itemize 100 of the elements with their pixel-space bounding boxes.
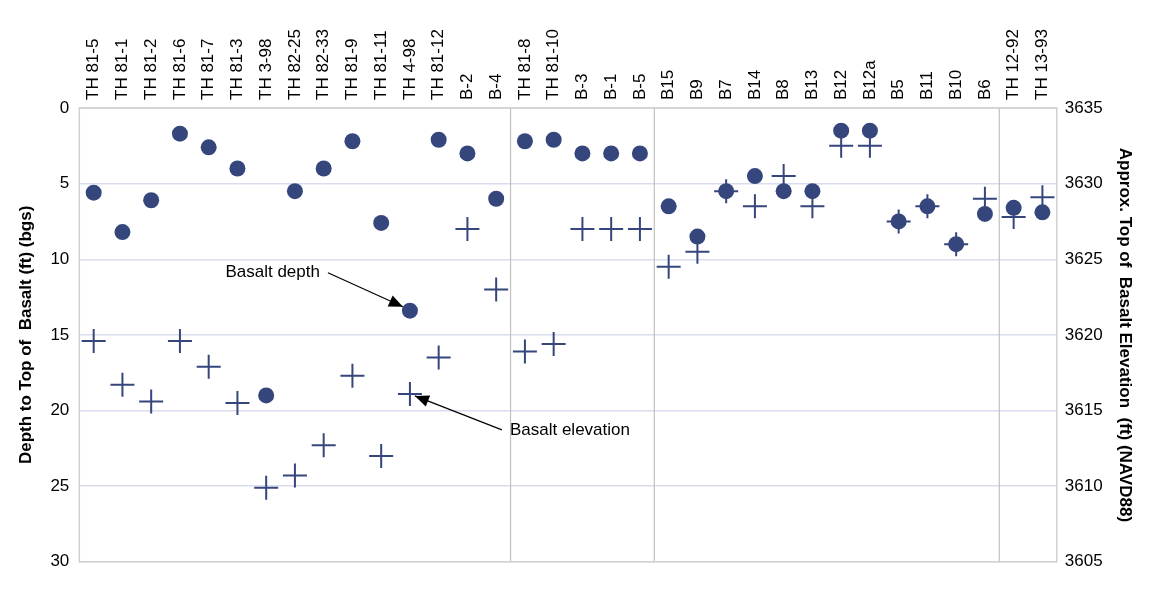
point: [81, 328, 106, 353]
point: [545, 131, 562, 148]
y2-tick-label: 3635: [1064, 97, 1103, 117]
x-tick-label: B13: [802, 69, 822, 100]
point: [1005, 199, 1022, 216]
x-tick-label: TH 81-12: [428, 29, 448, 100]
point: [570, 217, 595, 242]
point: [541, 331, 566, 356]
point: [254, 475, 279, 500]
point: [631, 145, 648, 162]
x-tick-label: TH 82-25: [284, 29, 304, 100]
point: [114, 224, 131, 241]
y2-tick-label: 3615: [1064, 400, 1103, 420]
y-tick-label: 10: [50, 248, 70, 268]
point: [311, 433, 336, 458]
x-tick-label: TH 81-8: [514, 38, 534, 100]
point: [574, 145, 591, 162]
point: [340, 363, 365, 388]
x-tick-label: TH 81-6: [169, 38, 189, 100]
annotation: Basalt depth: [225, 262, 320, 282]
x-tick-label: TH 3-98: [255, 38, 275, 100]
x-tick-label: TH 81-1: [112, 38, 132, 100]
y2-tick-label: 3610: [1064, 475, 1103, 495]
x-tick-label: TH 81-2: [140, 38, 160, 100]
y2-tick-label: 3605: [1064, 551, 1103, 571]
y-tick-label: 30: [50, 551, 70, 571]
point: [426, 345, 451, 370]
y-axis-title: Depth to Top of Basalt (ft) (bgs): [15, 205, 35, 465]
point: [282, 463, 307, 488]
y2-tick-label: 3620: [1064, 324, 1103, 344]
y2-tick-label: 3625: [1064, 248, 1103, 268]
x-tick-label: TH 81-11: [370, 30, 390, 100]
x-tick-label: TH 81-3: [227, 38, 247, 100]
x-tick-label: B15: [658, 69, 678, 100]
x-tick-label: B6: [974, 79, 994, 100]
x-tick-label: B7: [715, 79, 735, 100]
point: [742, 194, 767, 219]
point: [861, 122, 878, 139]
point: [110, 372, 135, 397]
x-tick-label: B-2: [457, 73, 477, 100]
point: [459, 145, 476, 162]
point: [225, 390, 250, 415]
x-tick-label: TH 13-93: [1032, 29, 1052, 100]
point: [455, 217, 480, 242]
point: [229, 160, 246, 177]
x-tick-label: B12a: [859, 59, 879, 100]
x-tick-label: TH 4-98: [399, 38, 419, 100]
point: [775, 183, 792, 200]
point: [484, 277, 509, 302]
y-tick-label: 20: [50, 400, 70, 420]
x-tick-label: B-1: [600, 73, 620, 100]
y-tick-label: 25: [50, 475, 70, 495]
y-tick-label: 5: [59, 173, 70, 193]
point: [167, 328, 192, 353]
x-tick-label: TH 81-7: [198, 38, 218, 100]
point: [171, 125, 188, 142]
x-tick-label: B-3: [572, 73, 592, 100]
point: [369, 443, 394, 468]
point: [286, 183, 303, 200]
x-tick-label: TH 81-10: [543, 29, 563, 100]
x-tick-label: B9: [687, 79, 707, 100]
x-tick-label: TH 82-33: [313, 29, 333, 100]
x-tick-label: B-4: [485, 73, 505, 100]
point: [397, 381, 422, 406]
point: [603, 145, 620, 162]
point: [488, 190, 505, 207]
point: [976, 205, 993, 222]
point: [516, 133, 533, 150]
point: [258, 387, 275, 404]
x-tick-label: B8: [773, 79, 793, 100]
x-tick-label: B12: [830, 69, 850, 100]
point: [85, 184, 102, 201]
x-tick-label: TH 12-92: [1003, 29, 1023, 100]
point: [196, 354, 221, 379]
point: [833, 122, 850, 139]
y-tick-label: 0: [59, 97, 70, 117]
point: [315, 160, 332, 177]
x-tick-label: TH 81-5: [83, 38, 103, 100]
point: [746, 168, 763, 185]
point: [344, 133, 361, 150]
point: [401, 302, 418, 319]
point: [689, 228, 706, 245]
point: [143, 192, 160, 209]
point: [512, 339, 537, 364]
point: [660, 198, 677, 215]
point: [430, 131, 447, 148]
y-tick-label: 15: [50, 324, 70, 344]
point: [373, 214, 390, 231]
x-tick-label: B10: [945, 69, 965, 100]
point: [656, 254, 681, 279]
x-tick-label: B5: [888, 79, 908, 100]
annotation: Basalt elevation: [509, 419, 630, 439]
point: [599, 217, 624, 242]
x-tick-label: B-5: [629, 73, 649, 100]
y2-tick-label: 3630: [1064, 173, 1103, 193]
point: [139, 389, 164, 414]
point: [200, 139, 217, 156]
point: [627, 217, 652, 242]
point: [804, 183, 821, 200]
x-tick-label: B11: [917, 71, 937, 100]
